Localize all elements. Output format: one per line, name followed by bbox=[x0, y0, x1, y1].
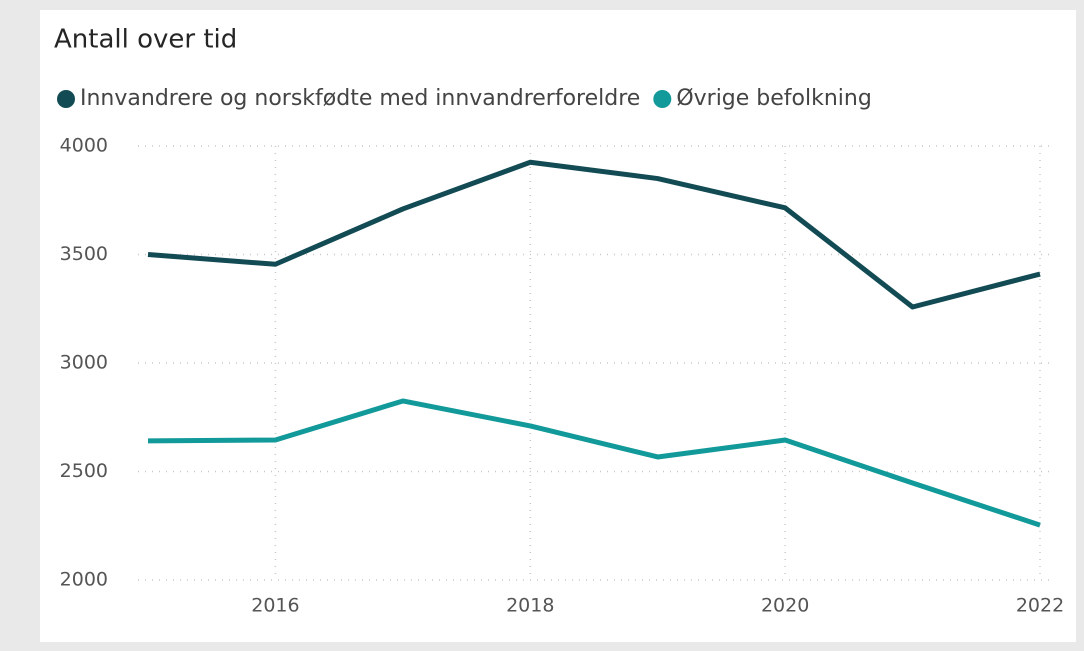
y-tick-label: 3500 bbox=[60, 243, 108, 265]
legend-label: Innvandrere og norskfødte med innvandrer… bbox=[80, 86, 640, 111]
x-tick-label: 2016 bbox=[251, 595, 299, 617]
legend-label: Øvrige befolkning bbox=[676, 86, 872, 111]
line-series bbox=[147, 398, 1041, 528]
y-tick-label: 4000 bbox=[60, 135, 108, 157]
card bbox=[40, 10, 1076, 642]
x-tick-label: 2018 bbox=[506, 595, 554, 617]
legend-marker bbox=[653, 90, 672, 108]
x-tick-label: 2022 bbox=[1016, 595, 1064, 617]
line-series bbox=[147, 159, 1041, 310]
chart-title: Antall over tid bbox=[54, 25, 237, 55]
y-tick-label: 2500 bbox=[60, 460, 108, 482]
x-tick-label: 2020 bbox=[761, 595, 809, 617]
y-tick-label: 3000 bbox=[60, 352, 108, 374]
legend-marker bbox=[57, 90, 75, 108]
y-tick-label: 2000 bbox=[60, 569, 108, 591]
